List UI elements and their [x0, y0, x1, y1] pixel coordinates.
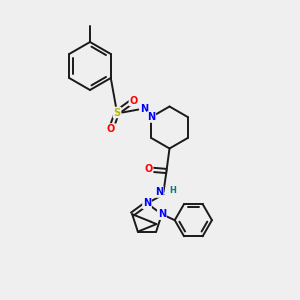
Text: N: N — [155, 187, 163, 197]
Text: O: O — [144, 164, 153, 175]
Text: N: N — [143, 198, 151, 208]
Text: N: N — [147, 112, 155, 122]
Text: N: N — [140, 104, 148, 115]
Text: H: H — [169, 186, 176, 195]
Text: S: S — [113, 107, 121, 118]
Text: O: O — [129, 95, 138, 106]
Text: N: N — [158, 209, 166, 219]
Text: O: O — [107, 124, 115, 134]
